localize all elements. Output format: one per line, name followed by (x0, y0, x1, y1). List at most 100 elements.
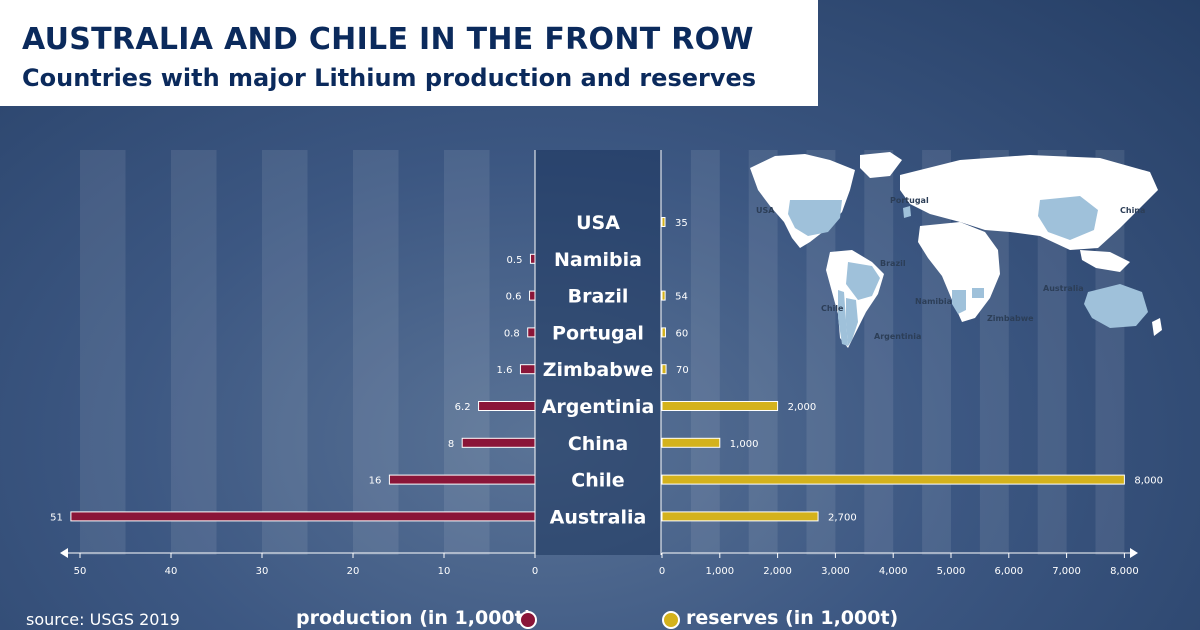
map-greenland (860, 152, 902, 178)
map-labels: USA Portugal China Brazil Chile Namibia … (756, 196, 1145, 341)
reserves-tick-label: 5,000 (937, 566, 966, 577)
map-label-zimbabwe: Zimbabwe (987, 314, 1034, 323)
map-label-argentinia: Argentinia (874, 332, 921, 341)
map-new-zealand (1152, 318, 1162, 336)
reserves-axis-arrow (1130, 548, 1138, 558)
production-value-label: 8 (448, 439, 454, 450)
grid-stripe (262, 150, 308, 555)
map-argentina (846, 298, 858, 346)
reserves-tick-label: 1,000 (705, 566, 734, 577)
map-china (1038, 196, 1098, 240)
production-tick-label: 50 (74, 566, 87, 577)
country-label: Australia (550, 506, 647, 528)
legend-production-label: production (in 1,000t) (296, 607, 533, 629)
production-tick-label: 0 (532, 566, 538, 577)
grid-stripe (444, 150, 490, 555)
grid-stripe (690, 150, 720, 555)
chart-title: AUSTRALIA AND CHILE IN THE FRONT ROW (22, 22, 754, 57)
production-value-label: 0.5 (507, 255, 523, 266)
map-label-namibia: Namibia (915, 297, 952, 306)
country-label: China (568, 433, 628, 455)
title-box: AUSTRALIA AND CHILE IN THE FRONT ROW Cou… (0, 0, 818, 106)
map-usa (788, 200, 842, 236)
reserves-value-label: 1,000 (730, 439, 759, 450)
map-brazil (846, 262, 880, 300)
reserves-bar (661, 511, 819, 522)
background-stripes (80, 150, 1125, 555)
grid-stripe (80, 150, 126, 555)
world-map (750, 152, 1162, 348)
country-label: Argentinia (542, 396, 655, 418)
chart-subtitle: Countries with major Lithium production … (22, 64, 757, 92)
reserves-tick-label: 7,000 (1052, 566, 1081, 577)
production-value-label: 0.8 (504, 328, 520, 339)
grid-stripe (353, 150, 399, 555)
production-bar (388, 474, 536, 485)
production-value-label: 51 (50, 512, 63, 523)
production-bar (478, 401, 536, 411)
reserves-bar (661, 474, 1125, 485)
grid-stripe (171, 150, 217, 555)
reserves-value-label: 8,000 (1134, 476, 1163, 487)
production-value-label: 16 (369, 476, 382, 487)
map-zimbabwe (972, 288, 984, 298)
reserves-value-label: 60 (675, 328, 688, 339)
reserves-bar (661, 364, 667, 375)
legend-reserves-label: reserves (in 1,000t) (686, 607, 899, 629)
map-label-chile: Chile (821, 304, 844, 313)
reserves-value-label: 2,000 (788, 402, 817, 413)
map-label-australia: Australia (1043, 284, 1084, 293)
legend-production-swatch (519, 611, 537, 629)
country-label: Chile (571, 470, 624, 492)
map-chile (838, 290, 848, 346)
production-tick-label: 10 (438, 566, 451, 577)
chart-bars: USA 35 Namibia 0.5 Brazil 0.6 54 Portugal 0.8 60 Z… (50, 212, 1163, 528)
country-label: Zimbabwe (543, 359, 654, 381)
production-bar (529, 290, 536, 301)
legend-reserves-swatch (662, 611, 680, 629)
reserves-tick-label: 4,000 (879, 566, 908, 577)
production-bar (529, 253, 536, 264)
reserves-bar (661, 437, 721, 448)
reserves-bar (661, 327, 666, 338)
country-label: USA (576, 212, 620, 234)
production-bar (527, 327, 536, 338)
production-bar (519, 364, 536, 375)
production-tick-label: 30 (256, 566, 269, 577)
source-note: source: USGS 2019 (26, 610, 180, 629)
production-axis-arrow (60, 548, 68, 558)
reserves-bar (661, 217, 666, 227)
chart-axes: 50 40 30 20 10 0 0 1,000 2,000 3,000 4,000 5,000 6,0… (60, 548, 1139, 577)
map-label-usa: USA (756, 206, 775, 215)
reserves-tick-label: 2,000 (763, 566, 792, 577)
country-label: Brazil (568, 286, 629, 308)
reserves-value-label: 35 (675, 218, 688, 229)
map-portugal (903, 206, 911, 218)
map-label-china: China (1120, 206, 1145, 215)
production-value-label: 6.2 (455, 402, 471, 413)
map-southeast-asia (1080, 250, 1130, 272)
map-namibia (952, 290, 966, 314)
production-value-label: 0.6 (506, 292, 522, 303)
reserves-value-label: 70 (676, 365, 689, 376)
grid-stripe (864, 150, 894, 555)
reserves-value-label: 2,700 (828, 512, 857, 523)
reserves-tick-label: 8,000 (1110, 566, 1139, 577)
grid-stripe (748, 150, 778, 555)
reserves-tick-label: 3,000 (821, 566, 850, 577)
reserves-tick-label: 6,000 (994, 566, 1023, 577)
reserves-value-label: 54 (675, 292, 688, 303)
reserves-bar (661, 290, 666, 301)
production-bar (461, 437, 536, 448)
production-tick-label: 40 (165, 566, 178, 577)
reserves-tick-label: 0 (659, 566, 665, 577)
map-australia (1084, 284, 1148, 328)
country-label: Namibia (554, 249, 642, 271)
reserves-bar (661, 401, 779, 411)
production-bar (70, 511, 536, 522)
production-value-label: 1.6 (497, 365, 513, 376)
production-tick-label: 20 (347, 566, 360, 577)
country-label: Portugal (552, 322, 644, 344)
center-label-band (535, 150, 661, 555)
